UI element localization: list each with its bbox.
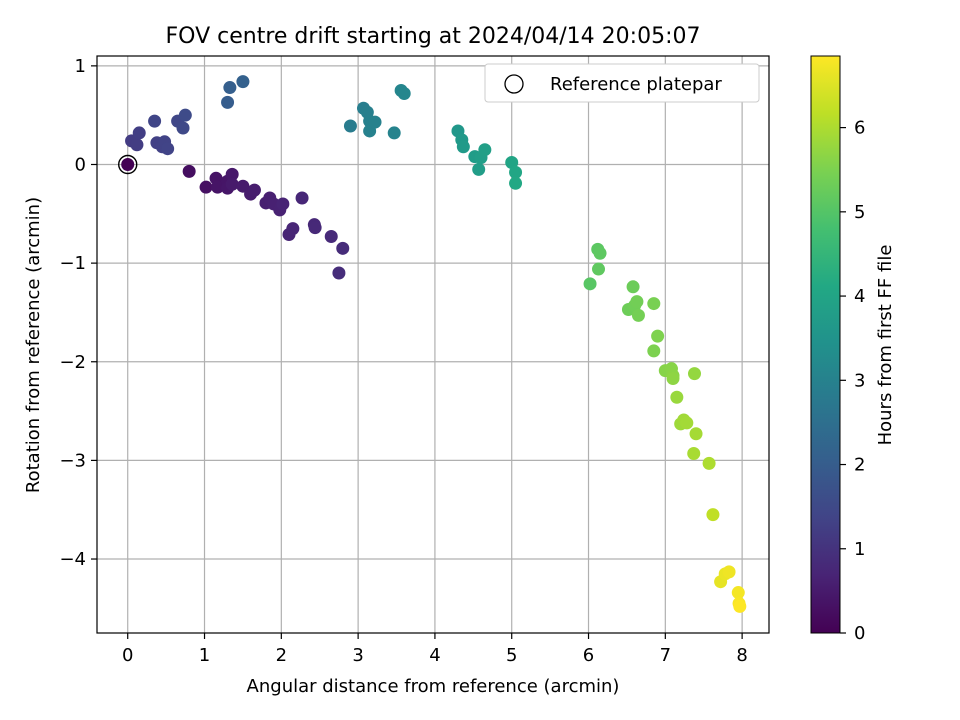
scatter-point bbox=[722, 565, 736, 579]
scatter-point bbox=[688, 367, 702, 381]
y-tick-label: −2 bbox=[59, 352, 86, 373]
scatter-point bbox=[592, 262, 606, 276]
colorbar-tick-label: 1 bbox=[854, 539, 865, 560]
colorbar-label: Hours from first FF file bbox=[875, 245, 896, 446]
scatter-point bbox=[509, 165, 523, 179]
scatter-point bbox=[211, 180, 225, 194]
y-tick-label: 0 bbox=[75, 154, 86, 175]
scatter-point bbox=[121, 157, 135, 171]
scatter-point bbox=[647, 297, 661, 311]
scatter-point bbox=[225, 177, 239, 191]
colorbar-tick-label: 6 bbox=[854, 118, 865, 139]
grid-lines bbox=[97, 56, 769, 633]
scatter-point bbox=[593, 246, 607, 260]
reference-marker-layer bbox=[118, 154, 138, 175]
scatter-point bbox=[472, 162, 486, 176]
scatter-point bbox=[178, 108, 192, 122]
scatter-point bbox=[225, 167, 239, 181]
x-tick-label: 7 bbox=[660, 645, 671, 666]
chart-title: FOV centre drift starting at 2024/04/14 … bbox=[166, 24, 701, 49]
y-tick-label: −4 bbox=[59, 549, 86, 570]
scatter-point bbox=[247, 183, 261, 197]
colorbar-tick-label: 3 bbox=[854, 370, 865, 391]
colorbar-tick-label: 2 bbox=[854, 455, 865, 476]
legend-box bbox=[484, 63, 760, 103]
y-axis-label: Rotation from reference (arcmin) bbox=[23, 197, 44, 493]
x-tick-label: 5 bbox=[506, 645, 517, 666]
scatter-point bbox=[332, 266, 346, 280]
colorbar: 0 1 2 3 4 5 6 Hours from first FF file bbox=[810, 55, 896, 644]
x-tick-label: 0 bbox=[122, 645, 133, 666]
x-axis-label: Angular distance from reference (arcmin) bbox=[247, 676, 620, 697]
scatter-point bbox=[456, 140, 470, 154]
scatter-point bbox=[702, 456, 716, 470]
x-tick-label: 1 bbox=[199, 645, 210, 666]
scatter-point bbox=[199, 180, 213, 194]
scatter-point bbox=[343, 119, 357, 133]
scatter-point bbox=[680, 416, 694, 430]
scatter-point bbox=[651, 329, 665, 343]
x-tick-label: 8 bbox=[736, 645, 747, 666]
y-tick-label: −3 bbox=[59, 450, 86, 471]
scatter-point bbox=[336, 241, 350, 255]
scatter-point bbox=[132, 126, 146, 140]
reference-platepar-marker bbox=[118, 154, 138, 175]
scatter-point bbox=[182, 164, 196, 178]
colorbar-tick-label: 0 bbox=[854, 623, 865, 644]
scatter-point bbox=[223, 81, 237, 95]
scatter-point bbox=[509, 176, 523, 190]
y-ticks: 1 0 −1 −2 −3 −4 bbox=[59, 56, 97, 570]
x-ticks: 0 1 2 3 4 5 6 7 8 bbox=[122, 633, 748, 666]
colorbar-tick-label: 4 bbox=[854, 286, 865, 307]
data-points bbox=[121, 75, 747, 613]
legend-reference-label: Reference platepar bbox=[550, 74, 722, 95]
scatter-point bbox=[308, 221, 322, 235]
x-tick-label: 4 bbox=[429, 645, 440, 666]
scatter-point bbox=[666, 372, 680, 386]
scatter-point bbox=[630, 295, 644, 309]
colorbar-tick-label: 5 bbox=[854, 202, 865, 223]
scatter-point bbox=[368, 115, 382, 129]
colorbar-ticks: 0 1 2 3 4 5 6 bbox=[840, 118, 865, 644]
scatter-point bbox=[631, 308, 645, 322]
x-tick-label: 6 bbox=[583, 645, 594, 666]
x-tick-label: 3 bbox=[352, 645, 363, 666]
scatter-point bbox=[478, 143, 492, 157]
scatter-point bbox=[236, 75, 250, 89]
y-tick-label: −1 bbox=[59, 253, 86, 274]
scatter-point bbox=[706, 508, 720, 522]
scatter-point bbox=[148, 114, 162, 128]
scatter-point bbox=[295, 191, 309, 205]
scatter-point bbox=[647, 344, 661, 358]
legend-reference-marker bbox=[504, 74, 524, 94]
scatter-point bbox=[276, 197, 290, 211]
scatter-point bbox=[324, 229, 338, 243]
plot-frame bbox=[96, 55, 770, 634]
scatter-point bbox=[176, 121, 190, 135]
scatter-point bbox=[161, 142, 175, 156]
scatter-point bbox=[626, 280, 640, 294]
scatter-point bbox=[583, 277, 597, 291]
scatter-point bbox=[130, 138, 144, 152]
x-tick-label: 2 bbox=[276, 645, 287, 666]
colorbar-gradient bbox=[810, 55, 841, 634]
scatter-point bbox=[286, 222, 300, 236]
scatter-point bbox=[670, 390, 684, 404]
scatter-point bbox=[505, 156, 519, 170]
scatter-point bbox=[689, 427, 703, 441]
legend: Reference platepar bbox=[484, 63, 760, 103]
scatter-point bbox=[731, 586, 745, 600]
scatter-point bbox=[221, 95, 235, 109]
y-tick-label: 1 bbox=[75, 56, 86, 77]
scatter-point bbox=[387, 126, 401, 140]
scatter-point bbox=[687, 446, 701, 460]
scatter-point bbox=[733, 599, 747, 613]
scatter-point bbox=[397, 86, 411, 100]
